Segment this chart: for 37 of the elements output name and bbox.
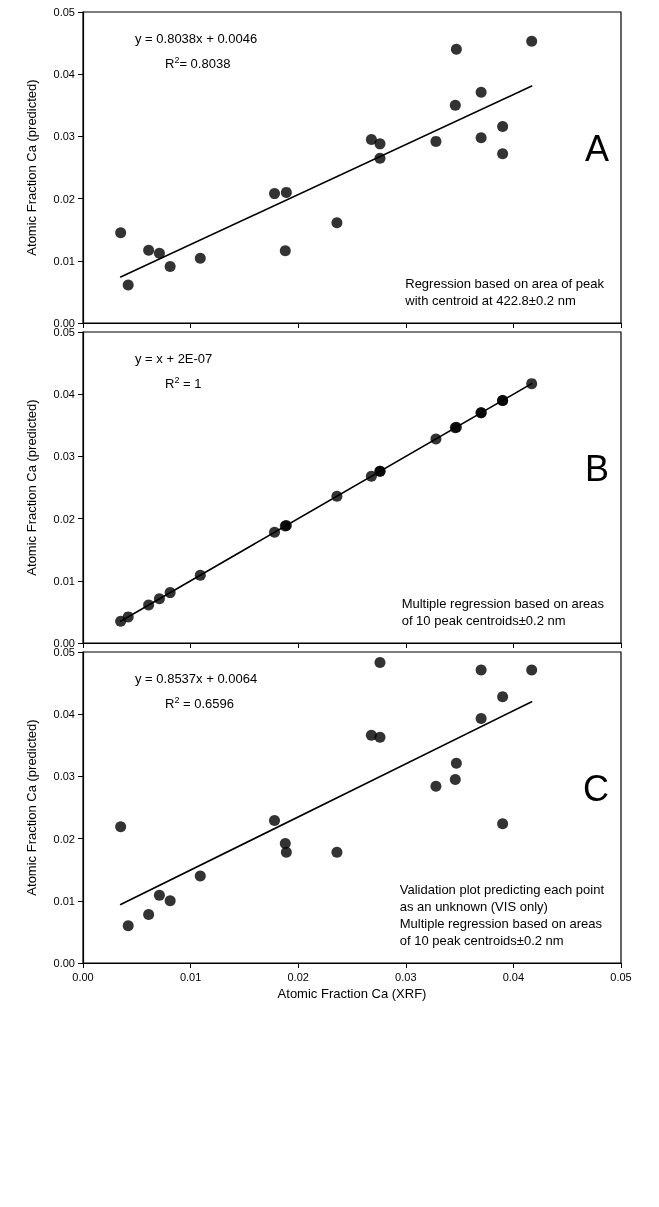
annotation: y = 0.8038x + 0.0046: [135, 31, 258, 46]
annotation: y = 0.8537x + 0.0064: [135, 671, 258, 686]
y-axis-title: Atomic Fraction Ca (predicted): [24, 79, 39, 256]
y-tick-label: 0.03: [53, 450, 75, 463]
y-tick-label: 0.04: [53, 388, 75, 401]
annotation: A: [584, 127, 609, 169]
y-tick-label: 0.05: [53, 326, 75, 338]
y-tick-label: 0.01: [53, 254, 75, 267]
y-tick-label: 0.01: [53, 894, 75, 907]
y-tick-label: 0.03: [53, 770, 75, 783]
x-tick-label: 0.05: [610, 970, 632, 983]
y-tick-label: 0.00: [53, 317, 75, 329]
annotation: y = x + 2E-07: [135, 351, 213, 366]
y-tick-label: 0.04: [53, 68, 75, 81]
y-tick-label: 0.01: [53, 574, 75, 587]
y-axis-title: Atomic Fraction Ca (predicted): [24, 399, 39, 576]
x-tick-label: 0.02: [287, 970, 309, 983]
y-tick-label: 0.02: [53, 832, 75, 845]
y-tick-label: 0.05: [53, 6, 75, 18]
annotation: Multiple regression based on areas of 10 peak centroids±0.2 nm: [401, 596, 605, 628]
annotation: B: [584, 447, 609, 489]
x-tick-label: 0.00: [72, 970, 94, 983]
y-tick-label: 0.02: [53, 512, 75, 525]
y-tick-label: 0.00: [53, 637, 75, 649]
y-axis-title: Atomic Fraction Ca (predicted): [24, 719, 39, 896]
annotation: Validation plot predicting each point as an unknown (VIS only) Multiple regression based on areas of 10 peak centroids±0.2 nm: [399, 882, 605, 948]
x-tick-label: 0.03: [395, 970, 417, 983]
x-axis-title: Atomic Fraction Ca (XRF): [277, 985, 427, 1001]
x-tick-label: 0.01: [179, 970, 202, 983]
y-tick-label: 0.00: [53, 957, 75, 969]
y-tick-label: 0.03: [53, 130, 75, 143]
y-tick-label: 0.05: [53, 646, 75, 658]
annotation: Regression based on area of peak with centroid at 422.8±0.2 nm: [404, 276, 605, 308]
annotation: C: [583, 767, 609, 809]
y-tick-label: 0.04: [53, 708, 75, 721]
x-tick-label: 0.04: [502, 970, 525, 983]
y-tick-label: 0.02: [53, 192, 75, 205]
